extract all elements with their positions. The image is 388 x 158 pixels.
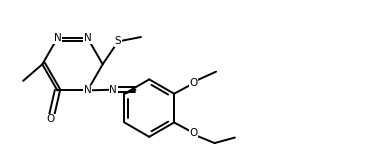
Text: N: N [109,85,117,95]
Text: N: N [54,33,61,43]
Text: N: N [84,33,92,43]
Text: O: O [189,78,197,88]
Text: N: N [84,85,92,95]
Text: O: O [189,128,197,138]
Text: O: O [47,114,55,124]
Text: S: S [115,36,121,46]
